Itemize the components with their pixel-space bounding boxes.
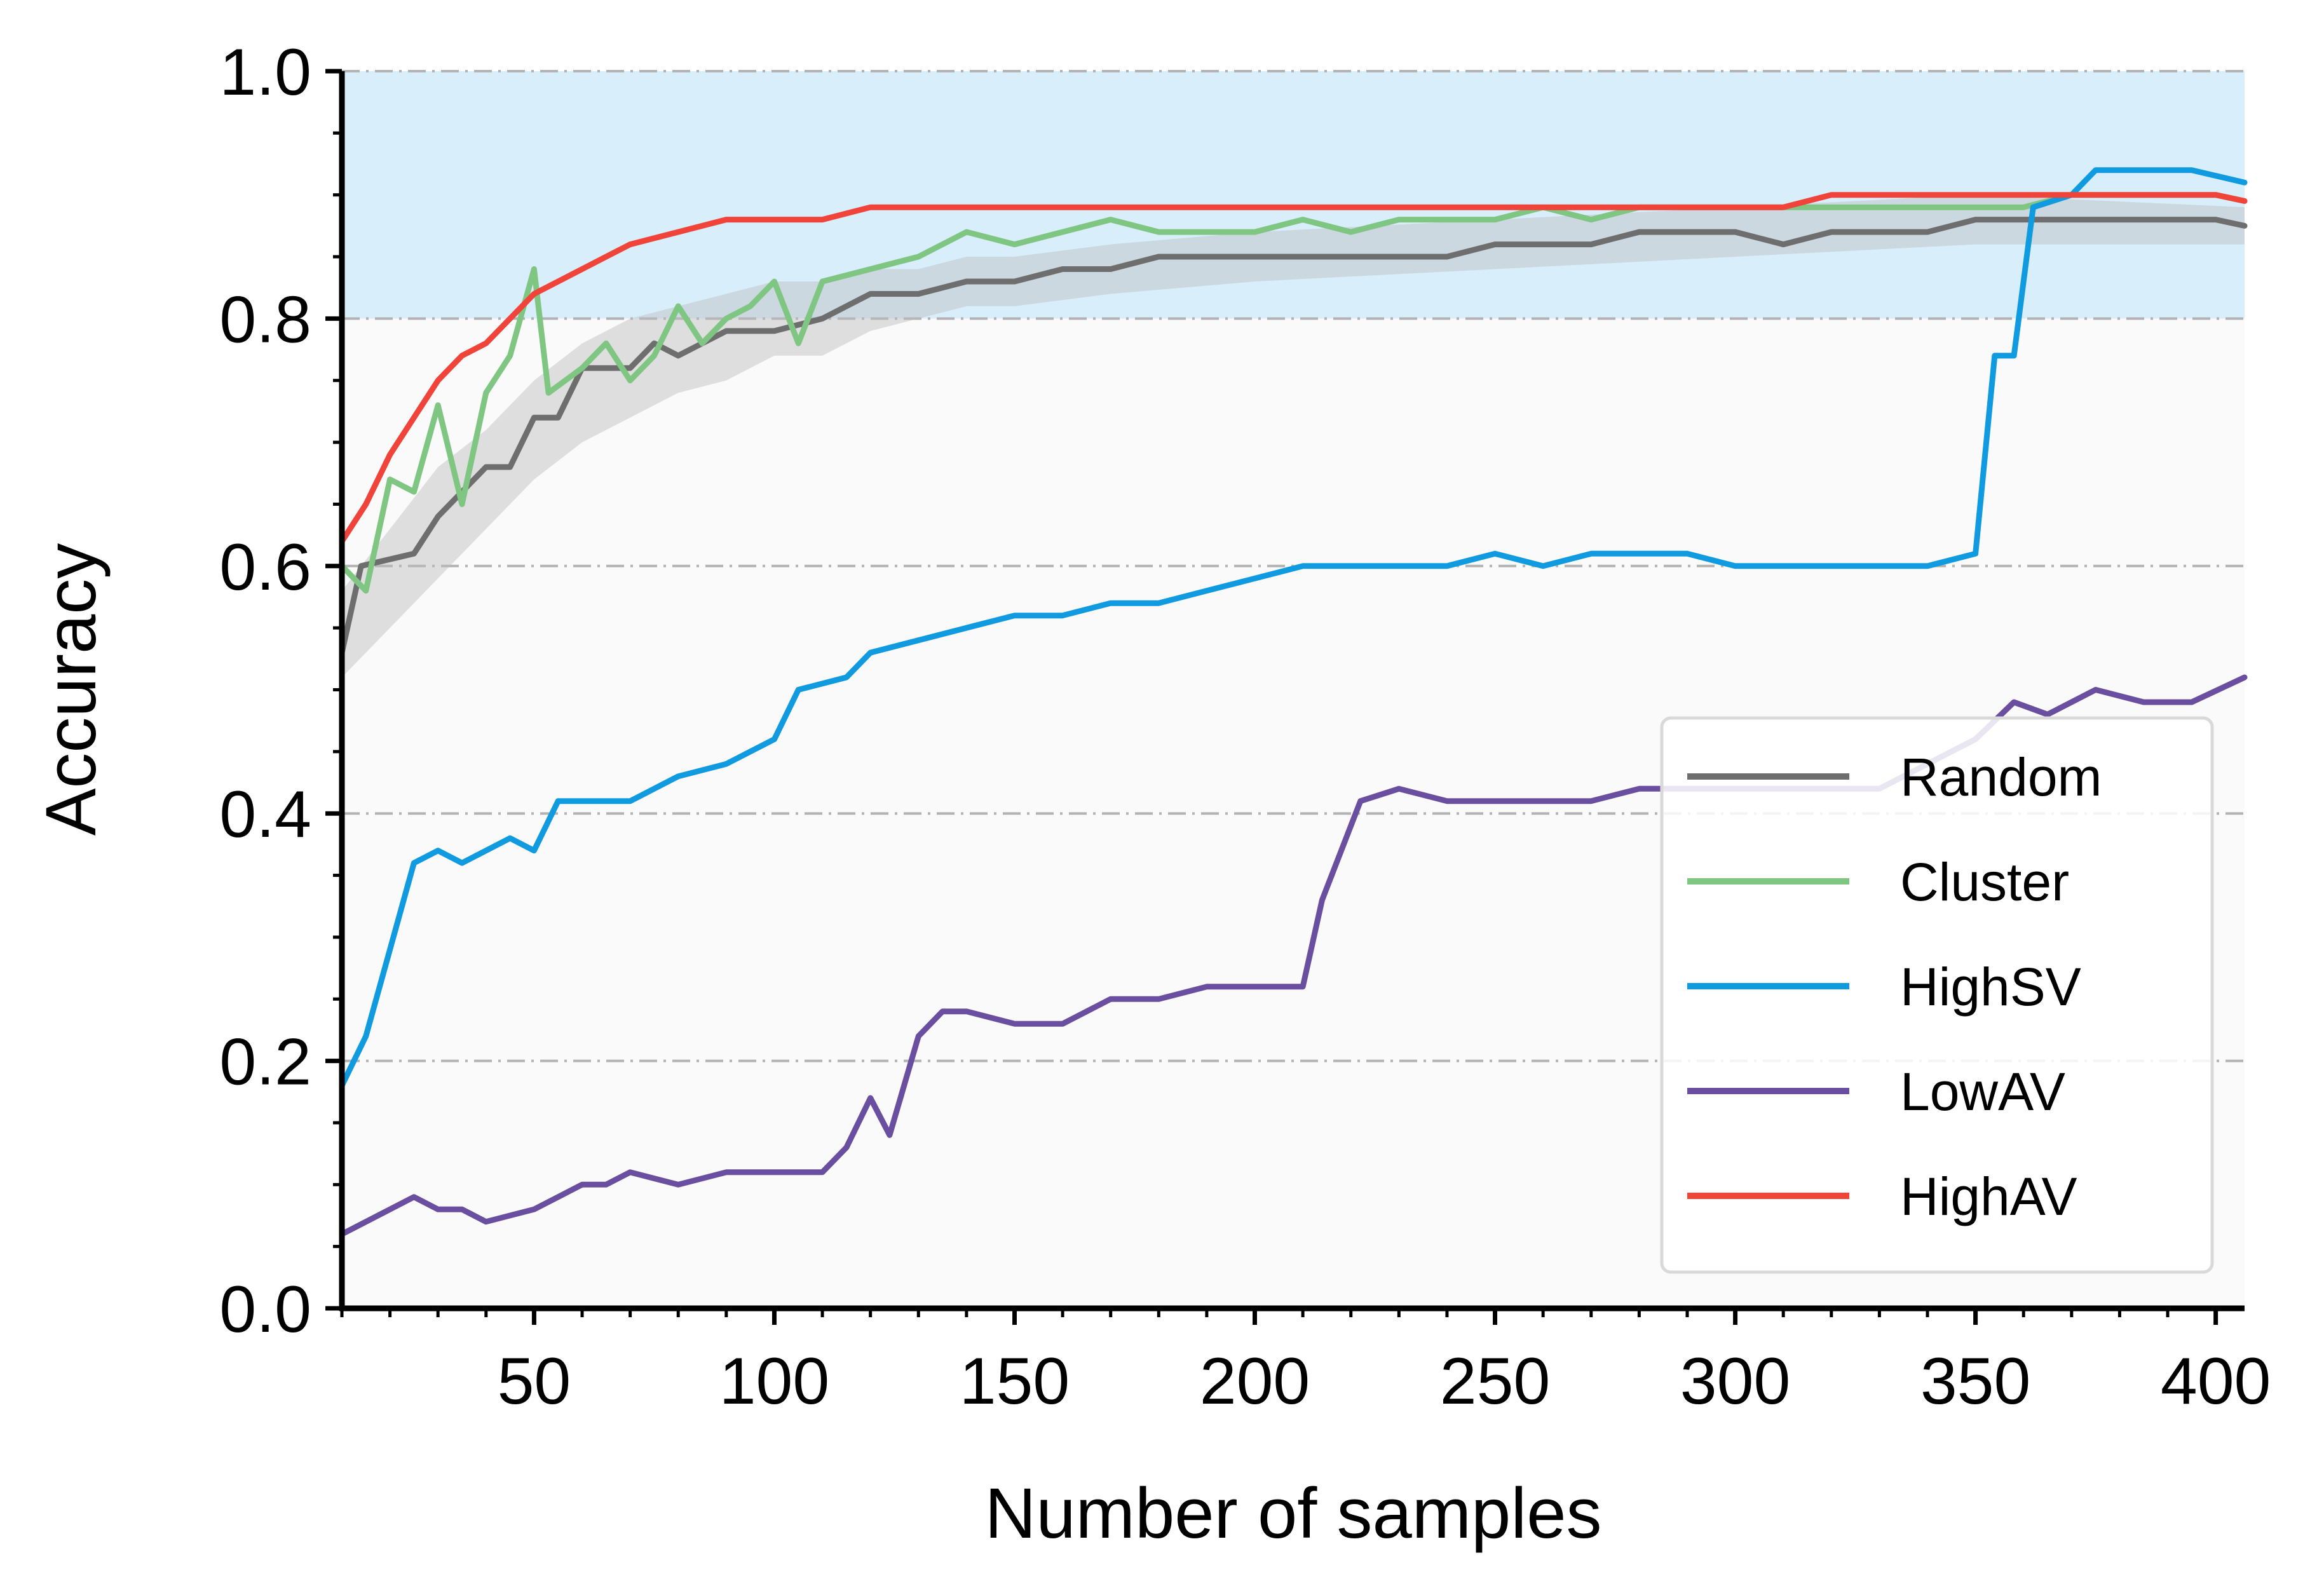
x-tick-label: 350 [1920, 1345, 2031, 1418]
series-line [339, 167, 2248, 1088]
x-tick-label: 150 [960, 1345, 1070, 1418]
y-axis-title: Accuracy [31, 543, 111, 836]
legend-label: Random [1900, 747, 2102, 807]
y-axis-ticks: 0.0 0.2 0.4 0.6 0.8 1.0 [219, 36, 342, 1346]
y-tick-label: 0.8 [219, 283, 311, 356]
series-line [339, 192, 2248, 545]
legend: Random Cluster HighSV LowAV HighAV [1660, 716, 2214, 1274]
x-tick-label: 200 [1200, 1345, 1310, 1418]
legend-frame [1660, 716, 2214, 1274]
x-tick-label: 300 [1680, 1345, 1791, 1418]
x-tick-label: 50 [498, 1345, 571, 1418]
x-axis-ticks: 50 100 150 200 250 300 350 400 [340, 1308, 2271, 1418]
series-line [339, 192, 2248, 594]
x-tick-label: 400 [2161, 1345, 2271, 1418]
x-axis-title: Number of samples [984, 1474, 1601, 1553]
x-tick-label: 250 [1440, 1345, 1551, 1418]
y-tick-label: 0.0 [219, 1273, 311, 1346]
x-tick-label: 100 [719, 1345, 830, 1418]
series-line [339, 217, 2248, 656]
legend-label: HighAV [1900, 1167, 2077, 1226]
confidence-bands [342, 194, 2245, 678]
legend-label: HighSV [1900, 957, 2081, 1017]
y-tick-label: 1.0 [219, 36, 311, 109]
legend-label: LowAV [1900, 1062, 2065, 1122]
series-band [342, 194, 2245, 678]
y-tick-label: 0.2 [219, 1026, 311, 1099]
y-tick-label: 0.4 [219, 778, 311, 851]
legend-label: Cluster [1900, 852, 2069, 912]
y-tick-label: 0.6 [219, 531, 311, 604]
